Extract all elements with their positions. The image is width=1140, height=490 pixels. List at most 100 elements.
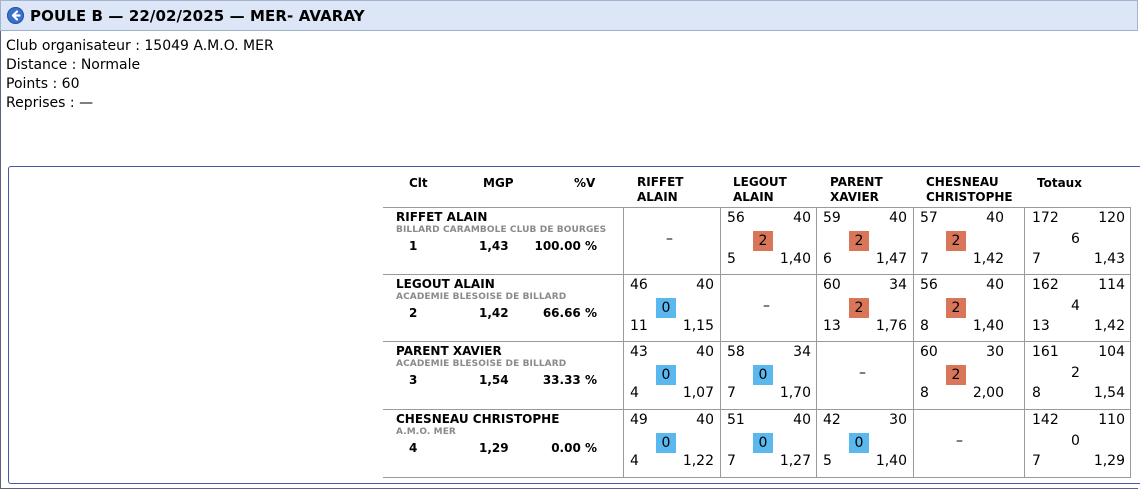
player-name: LEGOUT ALAIN [396, 277, 495, 291]
player-name: CHESNEAU CHRISTOPHE [396, 412, 560, 426]
reprises: Reprises : — [6, 95, 94, 111]
match-reprises: 8 [920, 385, 929, 401]
player-pctv: 66.66 % [542, 306, 597, 320]
match-average: 1,47 [875, 251, 907, 267]
match-average: 1,27 [779, 453, 811, 469]
match-target: 40 [986, 277, 1004, 293]
match-reprises: 6 [823, 251, 832, 267]
grid-divider [720, 207, 721, 478]
total-target: 104 [1098, 344, 1125, 360]
match-reprises: 8 [920, 318, 929, 334]
match-cell: 51 40 0 7 1,27 [721, 409, 817, 476]
player-pctv: 100.00 % [534, 239, 597, 253]
total-match-points: 0 [1071, 433, 1080, 449]
match-points: 57 [920, 210, 938, 226]
match-reprises: 4 [630, 453, 639, 469]
header-opponent-1: RIFFET ALAIN [637, 175, 684, 204]
grid-divider [383, 409, 1131, 410]
match-reprises: 7 [727, 453, 736, 469]
match-target: 40 [696, 412, 714, 428]
match-cell-self: – [721, 274, 817, 341]
back-arrow-icon[interactable] [7, 7, 24, 24]
totals-cell: 142 110 0 7 1,29 [1025, 409, 1131, 476]
match-cell: 57 40 2 7 1,42 [914, 207, 1010, 274]
match-result-badge: 2 [946, 298, 966, 318]
match-result-badge: 2 [849, 231, 869, 251]
grid-divider [623, 207, 624, 478]
player-mgp: 1,42 [479, 306, 509, 320]
total-average: 1,42 [1093, 318, 1125, 334]
distance: Distance : Normale [6, 57, 141, 73]
self-dash: – [666, 231, 673, 247]
header-pctv: %V [574, 176, 596, 190]
match-points: 60 [920, 344, 938, 360]
match-reprises: 11 [630, 318, 648, 334]
player-clt: 1 [409, 239, 418, 253]
grid-divider [383, 274, 1131, 275]
player-pctv: 33.33 % [542, 373, 597, 387]
total-points: 142 [1032, 412, 1059, 428]
match-average: 1,22 [682, 453, 714, 469]
match-points: 49 [630, 412, 648, 428]
match-target: 34 [793, 344, 811, 360]
total-average: 1,54 [1093, 385, 1125, 401]
player-name: RIFFET ALAIN [396, 210, 488, 224]
match-result-badge: 0 [656, 433, 676, 453]
player-mgp: 1,43 [479, 239, 509, 253]
match-average: 2,00 [972, 385, 1004, 401]
match-cell: 60 30 2 8 2,00 [914, 341, 1010, 408]
match-target: 40 [986, 210, 1004, 226]
match-points: 58 [727, 344, 745, 360]
total-reprises: 7 [1032, 453, 1041, 469]
player-club: A.M.O. MER [396, 427, 456, 437]
total-points: 162 [1032, 277, 1059, 293]
match-cell: 49 40 0 4 1,22 [624, 409, 720, 476]
match-cell: 46 40 0 11 1,15 [624, 274, 720, 341]
match-result-badge: 0 [753, 365, 773, 385]
match-result-badge: 0 [656, 298, 676, 318]
match-points: 51 [727, 412, 745, 428]
player-club: ACADEMIE BLESOISE DE BILLARD [396, 359, 567, 369]
totals-cell: 161 104 2 8 1,54 [1025, 341, 1131, 408]
match-average: 1,15 [682, 318, 714, 334]
match-cell: 43 40 0 4 1,07 [624, 341, 720, 408]
match-result-badge: 2 [849, 298, 869, 318]
results-panel [8, 166, 1140, 484]
match-cell: 42 30 0 5 1,40 [817, 409, 913, 476]
match-result-badge: 0 [753, 433, 773, 453]
match-cell-self: – [624, 207, 720, 274]
match-cell: 60 34 2 13 1,76 [817, 274, 913, 341]
match-points: 60 [823, 277, 841, 293]
points: Points : 60 [6, 76, 80, 92]
match-average: 1,42 [972, 251, 1004, 267]
match-target: 40 [889, 210, 907, 226]
totals-cell: 172 120 6 7 1,43 [1025, 207, 1131, 274]
match-average: 1,40 [972, 318, 1004, 334]
match-cell: 56 40 2 5 1,40 [721, 207, 817, 274]
match-result-badge: 2 [946, 231, 966, 251]
grid-divider [816, 207, 817, 478]
match-result-badge: 2 [753, 231, 773, 251]
results-grid [383, 207, 1131, 478]
player-clt: 4 [409, 441, 418, 455]
player-club: ACADEMIE BLESOISE DE BILLARD [396, 292, 567, 302]
total-target: 110 [1098, 412, 1125, 428]
match-points: 46 [630, 277, 648, 293]
title-bar: POULE B — 22/02/2025 — MER- AVARAY [0, 0, 1138, 31]
total-reprises: 7 [1032, 251, 1041, 267]
totals-cell: 162 114 4 13 1,42 [1025, 274, 1131, 341]
total-reprises: 13 [1032, 318, 1050, 334]
player-clt: 3 [409, 373, 418, 387]
header-totaux: Totaux [1037, 176, 1082, 190]
page-title: POULE B — 22/02/2025 — MER- AVARAY [30, 6, 365, 25]
match-average: 1,40 [779, 251, 811, 267]
total-points: 172 [1032, 210, 1059, 226]
match-points: 43 [630, 344, 648, 360]
total-reprises: 8 [1032, 385, 1041, 401]
match-target: 40 [696, 277, 714, 293]
grid-divider [913, 207, 914, 478]
total-match-points: 4 [1071, 298, 1080, 314]
total-points: 161 [1032, 344, 1059, 360]
match-points: 59 [823, 210, 841, 226]
match-result-badge: 0 [849, 433, 869, 453]
